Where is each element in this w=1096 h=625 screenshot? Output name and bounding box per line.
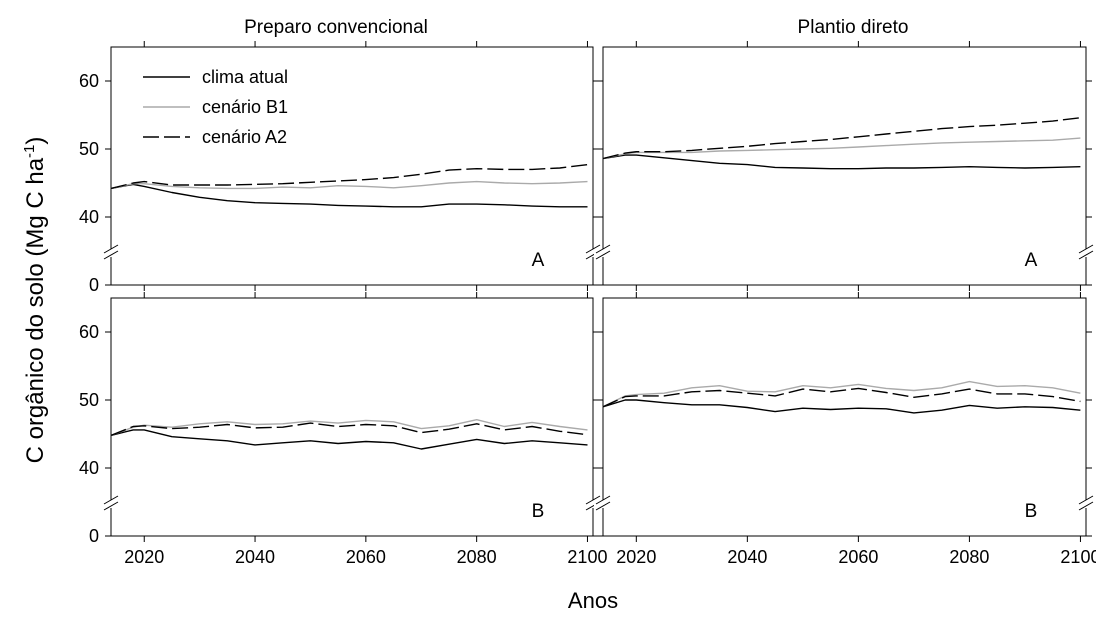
- series-line-clima-atual: [110, 429, 588, 450]
- axis-break-gap: [102, 500, 120, 508]
- axis-break-mark: [595, 501, 611, 511]
- x-tick-label: 2060: [838, 547, 878, 567]
- column-title-left: Preparo convencional: [244, 17, 428, 38]
- legend-label-cenario-b1: cenário B1: [202, 97, 288, 117]
- x-tick-label: 2080: [457, 547, 497, 567]
- axis-break-mark: [103, 244, 119, 254]
- y-tick-label: 50: [79, 390, 99, 410]
- x-axis-label: Anos: [568, 588, 618, 613]
- panel-frame: [602, 46, 1087, 286]
- y-tick-label: 40: [79, 207, 99, 227]
- x-tick-label: 2040: [727, 547, 767, 567]
- x-tick-label: 2100: [567, 547, 607, 567]
- panel-letter: B: [532, 501, 545, 522]
- axis-break-mark: [1078, 250, 1094, 260]
- series-line-cenário-B1: [110, 180, 588, 190]
- panel-frame: [602, 297, 1087, 537]
- axis-break-mark: [585, 244, 601, 254]
- panel-frame: [110, 297, 594, 537]
- column-title-right: Plantio direto: [798, 17, 909, 38]
- x-tick-label: 2020: [124, 547, 164, 567]
- x-tick-label: 2080: [949, 547, 989, 567]
- x-tick-label: 2040: [235, 547, 275, 567]
- series-line-cenário-B1: [110, 419, 588, 437]
- axis-break-mark: [103, 250, 119, 260]
- y-tick-label: 0: [89, 526, 99, 546]
- axis-break-gap: [594, 249, 612, 257]
- legend-label-cenario-a2: cenário A2: [202, 127, 287, 147]
- axis-break-mark: [1078, 495, 1094, 505]
- axis-break-mark: [103, 495, 119, 505]
- axis-break-gap: [1077, 500, 1095, 508]
- series-line-clima-atual: [110, 183, 588, 208]
- panel-letter: A: [532, 250, 545, 271]
- y-tick-label: 60: [79, 71, 99, 91]
- axis-break-gap: [102, 249, 120, 257]
- legend: clima atual cenário B1 cenário A2: [143, 67, 288, 147]
- axis-break-mark: [1078, 501, 1094, 511]
- y-axis-label-main: C orgânico do solo (Mg C ha: [22, 157, 49, 463]
- axis-break-mark: [595, 250, 611, 260]
- y-tick-label: 60: [79, 322, 99, 342]
- chart-panel-4: 2020 2040 2060 2080 2100 B: [594, 292, 1096, 567]
- y-tick-label: 0: [89, 275, 99, 295]
- y-axis-label-superscript: -1: [21, 145, 38, 158]
- axis-break-gap: [1077, 249, 1095, 257]
- axis-break-mark: [595, 244, 611, 254]
- series-line-cenário-B1: [602, 137, 1081, 160]
- panel-frame: [110, 46, 594, 286]
- axis-break-mark: [1078, 244, 1094, 254]
- axis-break-mark: [103, 501, 119, 511]
- y-axis-label: C orgânico do solo (Mg C ha-1): [21, 137, 49, 464]
- series-line-cenário-B1: [602, 380, 1081, 408]
- axis-break-gap: [584, 249, 602, 257]
- y-axis-label-close: ): [22, 137, 49, 145]
- chart-panel-3: 0 40 50 60 2020 2040 2060 2080 2100 B: [79, 292, 607, 567]
- x-tick-label: 2100: [1060, 547, 1096, 567]
- panel-letter: B: [1025, 501, 1038, 522]
- series-line-cenário-A2: [110, 163, 588, 190]
- legend-label-clima-atual: clima atual: [202, 67, 288, 87]
- series-line-clima-atual: [602, 154, 1081, 170]
- axis-break-gap: [594, 500, 612, 508]
- x-tick-label: 2020: [616, 547, 656, 567]
- x-tick-label: 2060: [346, 547, 386, 567]
- series-line-cenário-A2: [602, 387, 1081, 408]
- chart-panel-2: A: [594, 41, 1095, 291]
- chart-panel-1: 0 40 50 60 A: [79, 41, 602, 295]
- axis-break-mark: [595, 495, 611, 505]
- y-tick-label: 50: [79, 139, 99, 159]
- axis-break-mark: [585, 495, 601, 505]
- series-line-clima-atual: [602, 399, 1081, 414]
- y-tick-label: 40: [79, 458, 99, 478]
- axis-break-gap: [584, 500, 602, 508]
- panel-letter: A: [1025, 250, 1038, 271]
